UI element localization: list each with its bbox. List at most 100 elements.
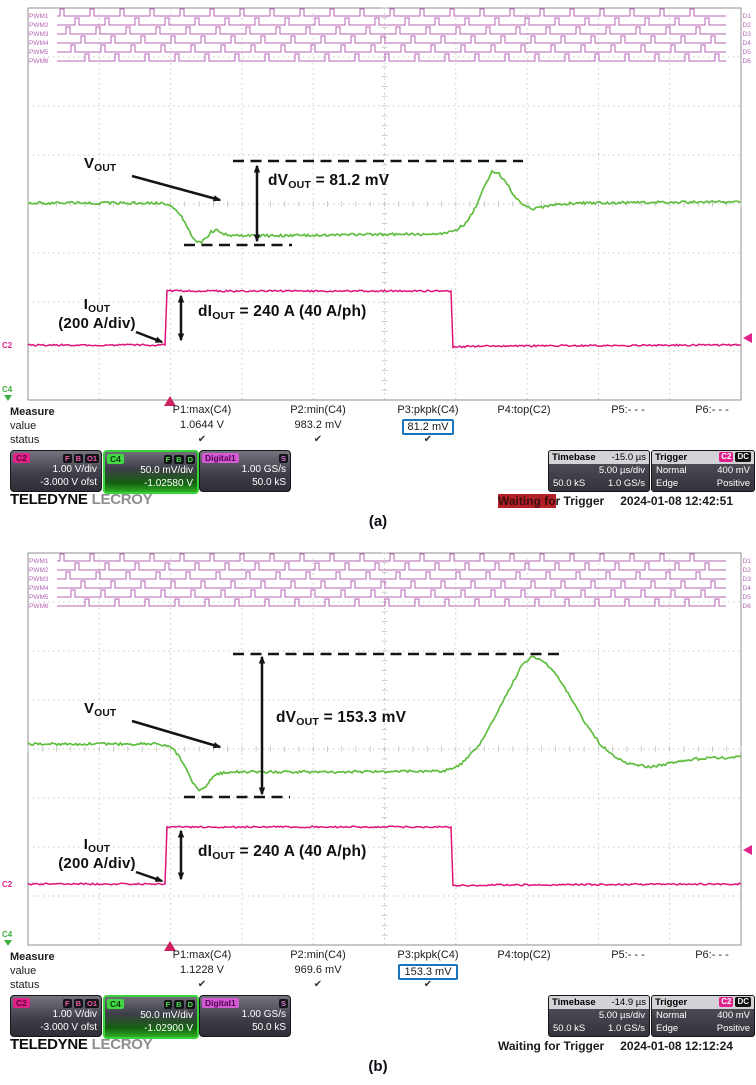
status-row-label: status: [10, 979, 40, 991]
c2-chip: C2: [13, 453, 30, 463]
graticule: [27, 7, 742, 401]
c2-chip: C2: [13, 998, 30, 1008]
trigger-status: Waiting for Trigger 2024-01-08 12:12:24: [498, 1039, 733, 1053]
iout-annotation: IOUT (200 A/div): [58, 836, 136, 872]
d-label: D4: [743, 40, 752, 47]
trigger-level-marker[interactable]: [743, 333, 752, 343]
digital1-descriptor[interactable]: Digital1 S 1.00 GS/s 50.0 kS: [199, 995, 291, 1037]
pwm-label: PWM6: [29, 603, 49, 610]
c4-zero-marker: C4: [2, 385, 13, 394]
timebase-box[interactable]: Timebase -15.0 µs 5.00 µs/div 50.0 kS 1.0 …: [548, 450, 650, 492]
subfigure-caption-a: (a): [368, 513, 388, 530]
d-label: D3: [743, 31, 752, 38]
measure-p2[interactable]: P2:min(C4) 969.6 mV ✔: [290, 949, 346, 990]
pwm-label: PWM3: [29, 31, 49, 38]
measure-p1[interactable]: P1:max(C4) 1.1228 V ✔: [172, 949, 232, 990]
measure-p3[interactable]: P3:pkpk(C4) 153.3 mV ✔: [397, 949, 459, 990]
c4-zero-marker: C4: [2, 930, 13, 939]
teledyne-lecroy-logo: TELEDYNE LECROY: [10, 1036, 153, 1053]
d-label: D2: [743, 567, 752, 574]
measure-row-label: Measure: [10, 406, 55, 418]
vout-annotation: VOUT: [84, 155, 117, 174]
c4-chip: C4: [107, 454, 124, 464]
d-label: D6: [743, 58, 752, 65]
d-label: D3: [743, 576, 752, 583]
trigger-level-marker[interactable]: [743, 845, 752, 855]
pwm-label: PWM2: [29, 567, 49, 574]
value-row-label: value: [10, 965, 37, 977]
trigger-coupling-chip: DC: [735, 452, 751, 462]
c2-zero-marker: C2: [2, 341, 13, 350]
c2-zero-marker: C2: [2, 880, 13, 889]
diout-annotation: dIOUT = 240 A (40 A/ph): [198, 843, 367, 862]
iout-annotation: IOUT (200 A/div): [58, 296, 136, 332]
trigger-box[interactable]: Trigger C2 DC Normal 400 mV Edge Positive: [651, 450, 755, 492]
measure-p5[interactable]: P5:- - -: [611, 949, 645, 961]
pwm-label: PWM5: [29, 594, 49, 601]
pointer-arrow: [135, 870, 164, 883]
graticule: [27, 552, 742, 946]
iout-trace: [27, 825, 742, 887]
vout-trace: [27, 169, 742, 245]
measure-p2[interactable]: P2:min(C4) 983.2 mV ✔: [290, 404, 346, 445]
d-label: D4: [743, 585, 752, 592]
digital1-chip: Digital1: [202, 998, 239, 1008]
trigger-box[interactable]: Trigger C2 DC Normal 400 mV Edge Positive: [651, 995, 755, 1037]
timebase-box[interactable]: Timebase -14.9 µs 5.00 µs/div 50.0 kS 1.0 …: [548, 995, 650, 1037]
channel-c2-descriptor[interactable]: C2 F B O1 1.00 V/div -3.000 V ofst: [10, 450, 102, 492]
pwm-digital-traces: PWM1 D1 PWM2 D2 PWM3 D3 PWM4 D4 PWM5 D5 PWM6 D6: [29, 553, 752, 610]
trigger-source-chip: C2: [719, 452, 734, 462]
d-label: D1: [743, 13, 752, 20]
pwm-label: PWM2: [29, 22, 49, 29]
pwm-label: PWM4: [29, 40, 49, 47]
d-label: D1: [743, 558, 752, 565]
measure-p4[interactable]: P4:top(C2): [497, 404, 551, 416]
pwm-label: PWM5: [29, 49, 49, 56]
pointer-arrow: [135, 330, 164, 344]
waveform-display-b: PWM1 D1 PWM2 D2 PWM3 D3 PWM4 D4 PWM5 D5 PWM6 D6 C2 C4: [2, 552, 752, 951]
measure-p1[interactable]: P1:max(C4) 1.0644 V ✔: [172, 404, 232, 445]
vout-trace: [27, 655, 742, 792]
subfigure-caption-b: (b): [368, 1058, 388, 1075]
trigger-source-chip: C2: [719, 997, 734, 1007]
d-label: D5: [743, 49, 752, 56]
measure-p6[interactable]: P6:- - -: [695, 949, 729, 961]
scope-capture-b: PWM1 D1 PWM2 D2 PWM3 D3 PWM4 D4 PWM5 D5 PWM6 D6 C2 C4…: [0, 545, 756, 1085]
timestamp: 2024-01-08 12:12:24: [620, 1039, 733, 1053]
dvout-annotation: dVOUT = 153.3 mV: [276, 709, 407, 728]
measure-p6[interactable]: P6:- - -: [695, 404, 729, 416]
trigger-coupling-chip: DC: [735, 997, 751, 1007]
trigger-position-marker[interactable]: [164, 941, 176, 951]
pwm-digital-traces: PWM1 D1 PWM2 D2 PWM3 D3 PWM4 D4 PWM5 D5 PWM6 D6: [29, 8, 752, 65]
pointer-arrow: [131, 719, 222, 749]
measure-p4[interactable]: P4:top(C2): [497, 949, 551, 961]
measure-p5[interactable]: P5:- - -: [611, 404, 645, 416]
pointer-arrow: [131, 174, 222, 202]
measure-p3[interactable]: P3:pkpk(C4) 81.2 mV ✔: [397, 404, 459, 445]
scope-capture-a: PWM1 D1 PWM2 D2 PWM3 D3 PWM4 D4 PWM5 D5 PWM6 D6 C2 C4…: [0, 7, 756, 530]
c4-arrow-icon: [4, 395, 12, 401]
trigger-position-marker[interactable]: [164, 396, 176, 406]
channel-c2-descriptor[interactable]: C2 F B O1 1.00 V/div -3.000 V ofst: [10, 995, 102, 1037]
c4-chip: C4: [107, 999, 124, 1009]
trigger-status: Waiting for Trigger 2024-01-08 12:42:51: [498, 494, 733, 508]
iout-trace: [27, 289, 741, 349]
measure-table: Measure value status P1:max(C4) 1.1228 V ✔…: [0, 949, 756, 995]
waveform-display-a: PWM1 D1 PWM2 D2 PWM3 D3 PWM4 D4 PWM5 D5 PWM6 D6 C2 C4: [2, 7, 752, 406]
pwm-label: PWM3: [29, 576, 49, 583]
digital1-descriptor[interactable]: Digital1 S 1.00 GS/s 50.0 kS: [199, 450, 291, 492]
pwm-label: PWM4: [29, 585, 49, 592]
dvout-annotation: dVOUT = 81.2 mV: [268, 172, 390, 191]
teledyne-lecroy-logo: TELEDYNE LECROY: [10, 491, 153, 508]
measure-table: Measure value status P1:max(C4) 1.0644 V ✔…: [0, 404, 756, 450]
d-label: D6: [743, 603, 752, 610]
status-highlight: Waiting fo: [498, 494, 556, 508]
d-label: D2: [743, 22, 752, 29]
pwm-label: PWM1: [29, 558, 49, 565]
d-label: D5: [743, 594, 752, 601]
